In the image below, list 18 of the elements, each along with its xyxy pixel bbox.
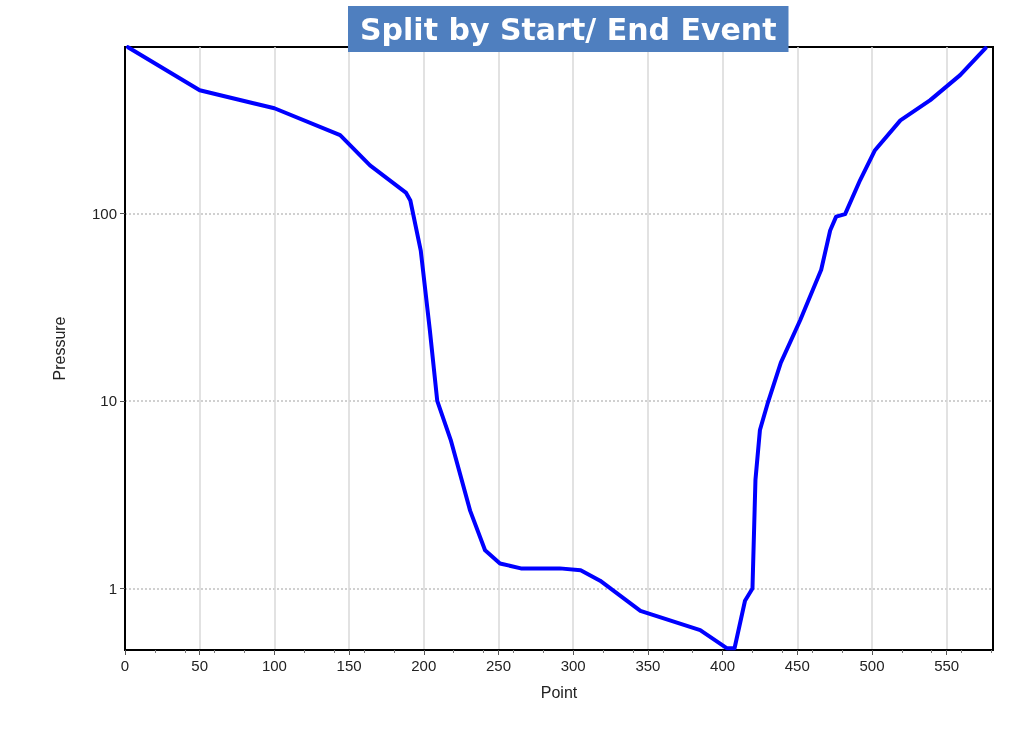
x-tick-label: 550 xyxy=(934,657,960,674)
x-tick-label: 300 xyxy=(560,657,586,674)
x-tick-label: 450 xyxy=(784,657,810,674)
x-tick-label: 250 xyxy=(485,657,512,674)
x-tick-label: 50 xyxy=(191,657,209,674)
x-tick-label: 200 xyxy=(411,657,437,674)
x-tick-label: 500 xyxy=(859,657,885,674)
y-tick-label: 1 xyxy=(108,579,117,597)
x-axis-title: Point xyxy=(540,683,578,701)
x-tick-label: 350 xyxy=(635,657,661,674)
y-tick-label: 100 xyxy=(91,204,117,222)
y-axis-title: Pressure xyxy=(50,316,68,381)
x-tick-label: 400 xyxy=(710,657,736,674)
x-tick-label: 0 xyxy=(120,657,130,674)
y-tick-label: 10 xyxy=(100,392,117,410)
x-tick-label: 100 xyxy=(261,657,287,674)
chart-title: Split by Start/ End Event xyxy=(360,11,777,47)
x-tick-label: 150 xyxy=(336,657,362,674)
